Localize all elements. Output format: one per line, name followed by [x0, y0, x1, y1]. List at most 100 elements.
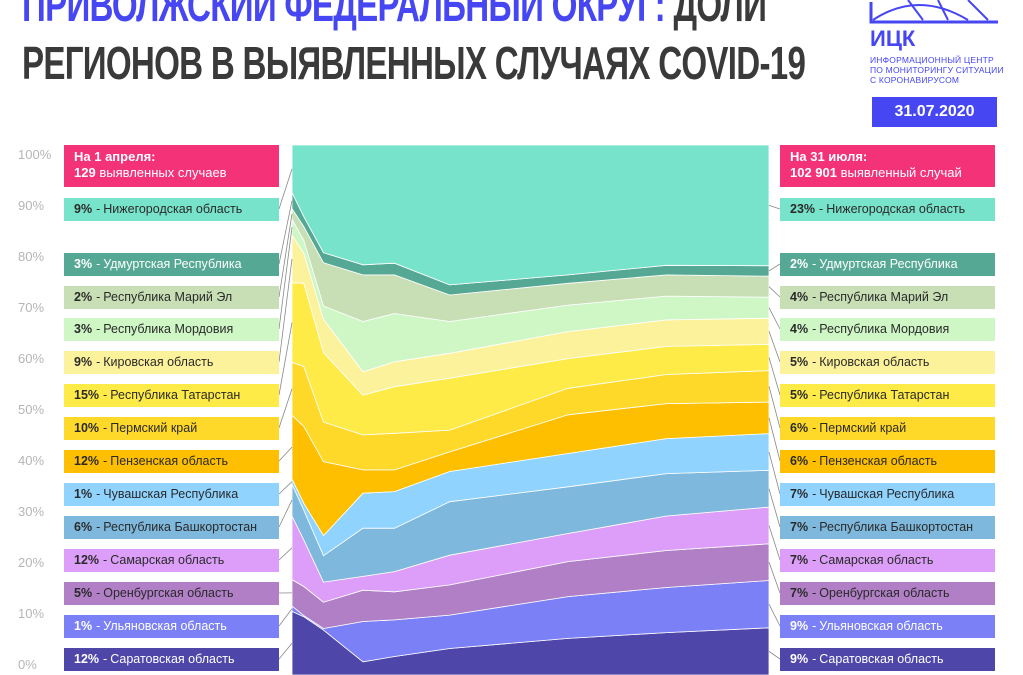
separator: -	[812, 520, 817, 534]
share-value: 9%	[74, 355, 93, 369]
connector-line	[278, 258, 293, 363]
separator: -	[812, 421, 817, 435]
separator: -	[96, 322, 101, 336]
connector-line	[768, 651, 781, 660]
connector-line	[768, 331, 781, 363]
left-legend-label: 10% - Пермский край	[64, 416, 279, 440]
connector-line	[278, 499, 293, 528]
region-name: Республика Мордовия	[103, 322, 234, 336]
connector-line	[768, 286, 781, 298]
left-legend-label: 1% - Ульяновская область	[64, 614, 279, 638]
left-legend-label: 15% - Республика Татарстан	[64, 383, 279, 407]
share-value: 4%	[790, 290, 809, 304]
separator: -	[103, 553, 108, 567]
region-name: Нижегородская область	[826, 202, 966, 216]
separator: -	[96, 202, 101, 216]
connector-line	[768, 357, 781, 396]
y-tick-label: 10%	[18, 606, 45, 621]
y-tick-label: 90%	[18, 198, 45, 213]
logo-subtitle: ПО МОНИТОРИНГУ СИТУАЦИИ	[870, 65, 1004, 75]
logo-arc-icon	[869, 0, 998, 24]
y-tick-label: 0%	[18, 657, 37, 672]
connector-line	[768, 307, 781, 330]
region-name: Самарская область	[110, 553, 225, 567]
region-name: Чувашская Республика	[819, 487, 955, 501]
date-badge: 31.07.2020	[872, 97, 997, 127]
region-name: Кировская область	[819, 355, 930, 369]
share-value: 3%	[74, 322, 93, 336]
right-header-title: На 31 июля:	[790, 149, 868, 164]
share-value: 12%	[74, 553, 100, 567]
y-tick-label: 50%	[18, 402, 45, 417]
y-tick-label: 60%	[18, 351, 45, 366]
region-name: Ульяновская область	[819, 619, 943, 633]
left-header-title: На 1 апреля:	[74, 149, 156, 164]
right-legend-label: 7% - Оренбургская область	[780, 581, 995, 605]
share-value: 7%	[790, 520, 809, 534]
connector-line	[278, 608, 293, 627]
share-value: 23%	[790, 202, 816, 216]
region-name: Оренбургская область	[819, 586, 950, 600]
right-legend-label: 4% - Республика Мордовия	[780, 317, 995, 341]
right-header-rest: выявленный случай	[840, 165, 962, 180]
right-legend-label: 5% - Кировская область	[780, 350, 995, 374]
left-legend-label: 12% - Пензенская область	[64, 449, 279, 473]
left-legend-label: 9% - Кировская область	[64, 350, 279, 374]
share-value: 2%	[74, 290, 93, 304]
connector-line	[278, 642, 293, 660]
logo-subtitle: С КОРОНАВИРУСОМ	[870, 75, 960, 85]
y-tick-label: 70%	[18, 300, 45, 315]
left-legend-label: 12% - Самарская область	[64, 548, 279, 572]
chart-title-line1: ПРИВОЛЖСКИЙ ФЕДЕРАЛЬНЫЙ ОКРУГ: ДОЛИ	[22, 0, 767, 31]
region-name: Республика Мордовия	[819, 322, 950, 336]
region-name: Пермский край	[110, 421, 198, 435]
separator: -	[812, 290, 817, 304]
region-name: Пензенская область	[819, 454, 938, 468]
separator: -	[819, 202, 824, 216]
right-legend-label: 6% - Пензенская область	[780, 449, 995, 473]
region-name: Оренбургская область	[103, 586, 234, 600]
share-value: 1%	[74, 487, 93, 501]
left-legend-label: 3% - Удмуртская Республика	[64, 252, 279, 276]
region-name: Республика Башкортостан	[103, 520, 258, 534]
region-name: Самарская область	[819, 553, 934, 567]
share-value: 4%	[790, 322, 809, 336]
separator: -	[96, 619, 101, 633]
right-header: На 31 июля: 102 901 выявленный случай	[780, 145, 995, 187]
region-name: Саратовская область	[110, 652, 235, 666]
separator: -	[812, 388, 817, 402]
region-name: Удмуртская Республика	[103, 257, 242, 271]
separator: -	[812, 355, 817, 369]
left-legend-label: 5% - Оренбургская область	[64, 581, 279, 605]
connector-line	[768, 204, 781, 210]
y-tick-label: 20%	[18, 555, 45, 570]
y-tick-label: 40%	[18, 453, 45, 468]
left-legend-label: 2% - Республика Марий Эл	[64, 285, 279, 309]
separator: -	[103, 454, 108, 468]
connector-line	[278, 200, 293, 265]
connector-line	[278, 168, 293, 210]
region-name: Пензенская область	[110, 454, 228, 468]
separator: -	[96, 520, 101, 534]
connector-line	[278, 322, 293, 396]
share-value: 5%	[74, 586, 93, 600]
region-name: Нижегородская область	[103, 202, 243, 216]
share-value: 15%	[74, 388, 100, 402]
share-value: 12%	[74, 652, 100, 666]
connector-line	[278, 213, 293, 298]
area-series	[291, 144, 770, 286]
chart-title-line2: РЕГИОНОВ В ВЫЯВЛЕННЫХ СЛУЧАЯХ COVID-19	[22, 37, 806, 89]
title-blue-part: ПРИВОЛЖСКИЙ ФЕДЕРАЛЬНЫЙ ОКРУГ:	[22, 0, 666, 31]
connector-line	[768, 451, 781, 495]
connector-line	[768, 386, 781, 429]
separator: -	[812, 619, 817, 633]
connector-line	[768, 562, 781, 594]
logo-abbr: ИЦК	[870, 26, 916, 51]
right-legend-label: 23% - Нижегородская область	[780, 197, 995, 221]
separator: -	[96, 355, 101, 369]
connector-line	[768, 263, 781, 272]
separator: -	[103, 652, 108, 666]
left-legend-label: 6% - Республика Башкортостан	[64, 515, 279, 539]
share-value: 10%	[74, 421, 100, 435]
